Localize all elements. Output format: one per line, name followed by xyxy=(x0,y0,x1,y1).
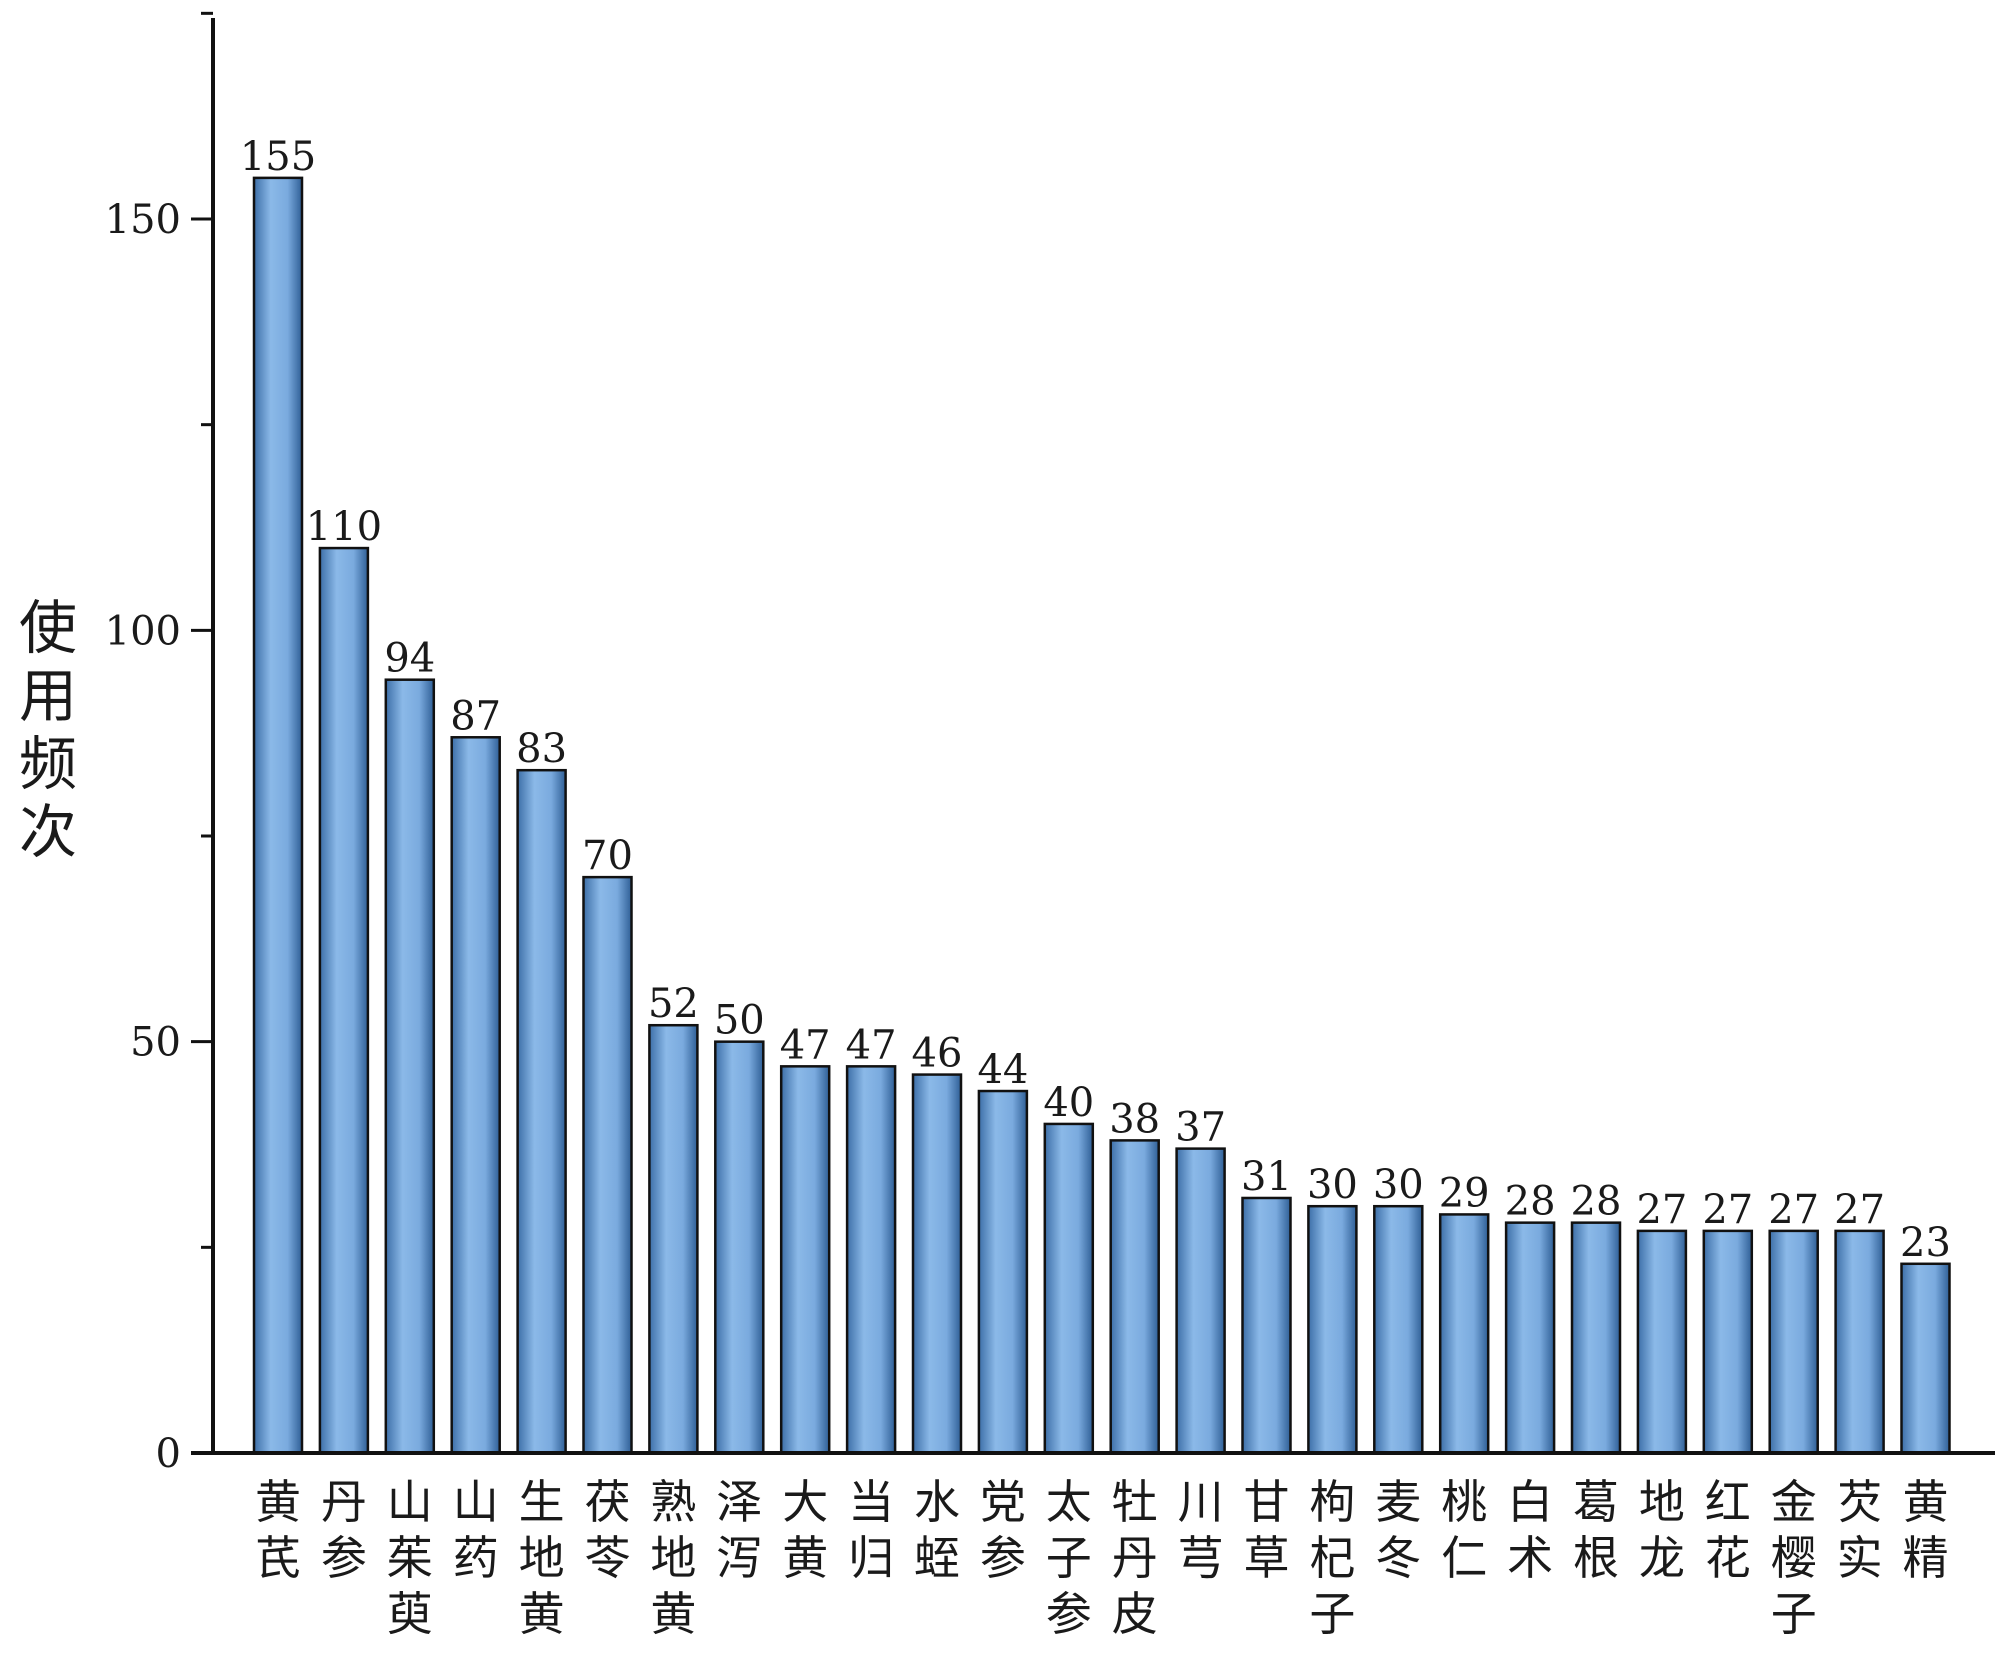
bar-value-label: 30 xyxy=(1373,1162,1424,1208)
x-category-label: 茯苓 xyxy=(585,1475,631,1585)
bar xyxy=(1307,1204,1358,1455)
bar xyxy=(516,768,567,1455)
x-category-label: 党参 xyxy=(980,1475,1026,1585)
bar-value-label: 110 xyxy=(306,504,382,550)
bar-value-label: 38 xyxy=(1109,1096,1160,1142)
bar xyxy=(845,1065,897,1455)
bar-value-label: 37 xyxy=(1175,1105,1226,1151)
bar xyxy=(1241,1196,1292,1455)
bar-value-label: 27 xyxy=(1768,1187,1819,1233)
bar xyxy=(582,875,633,1455)
x-category-label: 地龙 xyxy=(1639,1475,1685,1585)
bar xyxy=(1504,1221,1556,1455)
bar xyxy=(1438,1213,1490,1455)
bar-value-label: 70 xyxy=(582,833,633,879)
x-category-label: 太子参 xyxy=(1046,1475,1092,1641)
x-category-label: 熟地黄 xyxy=(650,1475,696,1641)
x-category-label: 金樱子 xyxy=(1771,1475,1817,1641)
bar xyxy=(977,1089,1029,1455)
x-category-label: 芡实 xyxy=(1837,1475,1883,1585)
bar-value-label: 155 xyxy=(240,134,316,180)
bar-value-label: 31 xyxy=(1241,1154,1292,1200)
bar xyxy=(1900,1262,1951,1455)
bar-value-label: 28 xyxy=(1571,1179,1622,1225)
x-category-label: 山药 xyxy=(453,1475,499,1585)
bar-value-label: 52 xyxy=(648,981,699,1027)
x-category-label: 葛根 xyxy=(1573,1475,1619,1585)
x-category-label: 生地黄 xyxy=(519,1475,565,1641)
bar xyxy=(911,1073,963,1455)
value-labels: 155 110 94 87 83 70 52 50 47 47 46 44 40 38 37 31 30 30 29… xyxy=(240,134,1951,1266)
bar xyxy=(318,546,370,1455)
bar-value-label: 27 xyxy=(1834,1187,1885,1233)
x-category-label: 丹参 xyxy=(321,1475,367,1585)
bar-value-label: 23 xyxy=(1900,1220,1951,1266)
bar-value-label: 87 xyxy=(450,693,501,739)
bar-value-label: 27 xyxy=(1636,1187,1687,1233)
y-tick-label: 50 xyxy=(130,1020,181,1066)
bar-value-label: 29 xyxy=(1439,1170,1490,1216)
y-axis: 0 50 100 150 xyxy=(105,11,215,1477)
bar-value-label: 50 xyxy=(714,998,765,1044)
x-category-label: 当归 xyxy=(848,1475,894,1585)
bar xyxy=(1043,1122,1095,1455)
x-category-label: 大黄 xyxy=(782,1475,828,1585)
x-category-label: 牡丹皮 xyxy=(1112,1475,1158,1641)
bar xyxy=(1109,1139,1160,1455)
x-category-label: 黄精 xyxy=(1903,1475,1949,1585)
bar xyxy=(779,1065,831,1455)
bar xyxy=(1175,1147,1226,1455)
bar xyxy=(714,1040,765,1455)
bar-value-label: 30 xyxy=(1307,1162,1358,1208)
x-category-label: 甘草 xyxy=(1244,1475,1290,1585)
bar-value-label: 44 xyxy=(977,1047,1028,1093)
bar-value-label: 47 xyxy=(780,1022,831,1068)
x-category-label: 泽泻 xyxy=(716,1475,762,1585)
bar-value-label: 28 xyxy=(1505,1179,1556,1225)
x-category-label: 枸杞子 xyxy=(1309,1475,1355,1641)
y-tick-label: 0 xyxy=(156,1431,181,1477)
x-category-label: 麦冬 xyxy=(1375,1475,1421,1585)
bar xyxy=(1373,1204,1424,1455)
bar-value-label: 83 xyxy=(516,726,567,772)
y-tick-label: 150 xyxy=(105,197,181,243)
x-category-label: 红花 xyxy=(1705,1475,1751,1585)
bar-value-label: 47 xyxy=(846,1022,897,1068)
y-axis-title-char: 使 xyxy=(19,594,77,662)
y-axis-title-char: 频 xyxy=(19,730,77,798)
bar xyxy=(384,678,436,1455)
y-tick-label: 100 xyxy=(105,608,181,654)
x-category-label: 黄芪 xyxy=(255,1475,301,1585)
bar xyxy=(1702,1229,1754,1455)
x-category-label: 川芎 xyxy=(1178,1475,1224,1585)
x-category-label: 白术 xyxy=(1507,1475,1553,1585)
bar xyxy=(1834,1229,1885,1455)
bar-value-label: 94 xyxy=(384,636,435,682)
bar-value-label: 40 xyxy=(1043,1080,1094,1126)
x-category-label: 水蛭 xyxy=(914,1475,960,1585)
bar xyxy=(648,1023,699,1455)
bar xyxy=(252,176,304,1455)
bar-value-label: 46 xyxy=(912,1031,963,1077)
x-axis-labels: 黄芪丹参山茱萸山药生地黄茯苓熟地黄泽泻大黄当归水蛭党参太子参牡丹皮川芎甘草枸杞子… xyxy=(255,1475,1949,1641)
bar xyxy=(1768,1229,1819,1455)
bar xyxy=(1570,1221,1622,1455)
y-axis-title-char: 次 xyxy=(19,798,77,866)
bar-series xyxy=(252,176,1951,1455)
x-category-label: 山茱萸 xyxy=(387,1475,433,1641)
bar xyxy=(1636,1229,1688,1455)
bar-value-label: 27 xyxy=(1702,1187,1753,1233)
x-category-label: 桃仁 xyxy=(1441,1475,1487,1585)
bar xyxy=(450,736,501,1455)
y-axis-title-char: 用 xyxy=(19,662,77,730)
